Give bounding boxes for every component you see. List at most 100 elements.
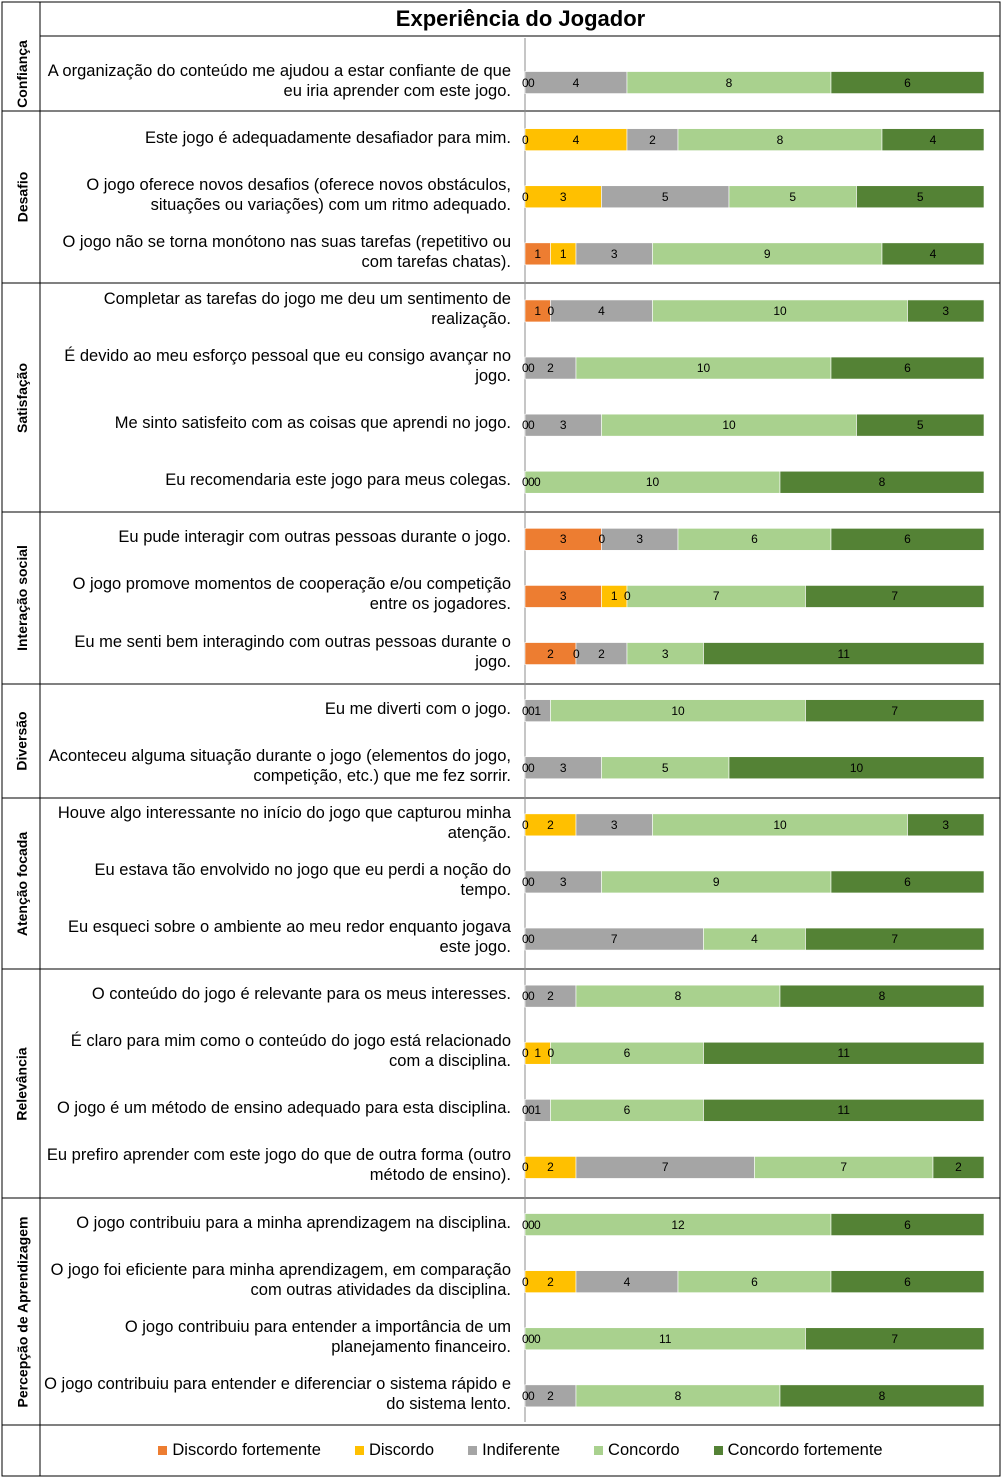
bar-segment (805, 927, 985, 951)
question-label: O jogo contribuiu para entender e difere… (44, 1374, 511, 1413)
data-label: 0 (528, 361, 535, 376)
data-label: 3 (559, 189, 567, 204)
data-label: 0 (522, 817, 529, 832)
data-label: 3 (942, 303, 950, 318)
data-label: 0 (534, 1331, 541, 1346)
data-label: 0 (522, 75, 529, 90)
data-label: 0 (528, 1331, 535, 1346)
data-label: 3 (559, 760, 567, 775)
bar-segment (779, 470, 985, 494)
data-label: 6 (623, 1046, 631, 1061)
data-label: 10 (722, 418, 736, 433)
data-label: 4 (751, 932, 758, 947)
legend-swatch (158, 1445, 168, 1455)
data-label: 7 (891, 589, 899, 604)
data-label: 11 (837, 1046, 850, 1061)
bar-segment (881, 128, 985, 151)
data-label: 5 (661, 189, 669, 204)
data-label: 10 (645, 475, 660, 490)
data-label: 0 (534, 1217, 541, 1232)
legend-item: Concordo fortemente (713, 1441, 883, 1460)
bar-segment (830, 1213, 985, 1236)
data-label: 0 (522, 703, 529, 718)
data-label: 0 (522, 932, 529, 947)
data-label: 8 (674, 989, 682, 1004)
category-label: Desafio (14, 171, 31, 223)
question-label: Eu esqueci sobre o ambiente ao meu redor… (67, 918, 511, 957)
category-label: Satisfação (14, 362, 31, 433)
question-label: O jogo não se torna monótono nas suas ta… (62, 232, 511, 271)
question-label: Eu me diverti com o jogo. (324, 699, 511, 718)
data-label: 6 (751, 1274, 758, 1289)
question-label: O jogo foi eficiente para minha aprendiz… (50, 1260, 511, 1299)
data-label: 7 (891, 1331, 899, 1346)
data-label: 0 (528, 703, 535, 718)
bar-segment (805, 1327, 985, 1351)
bar-segment (703, 1099, 985, 1122)
bar-segment (907, 299, 985, 323)
question-label: O jogo promove momentos de cooperação e/… (72, 575, 511, 614)
bar-segment (703, 642, 985, 665)
data-label: 0 (547, 303, 555, 318)
data-label: 4 (929, 132, 937, 147)
legend-swatch (594, 1445, 604, 1455)
bar-segment (805, 585, 985, 608)
data-label: 1 (534, 1103, 542, 1118)
category-label: Percepção de Aprendizagem (14, 1216, 31, 1407)
data-label: 3 (559, 418, 567, 433)
question-label: Eu prefiro aprender com este jogo do que… (46, 1146, 511, 1185)
data-label: 5 (789, 189, 797, 204)
question-label: É claro para mim como o conteúdo do jogo… (70, 1032, 511, 1071)
bar-segment (830, 356, 985, 380)
data-label: 7 (891, 932, 899, 947)
data-label: 7 (661, 1160, 669, 1175)
data-label: 11 (837, 1103, 850, 1118)
data-label: 0 (522, 760, 529, 775)
bar-segment (856, 185, 985, 209)
bar-segment (779, 1384, 985, 1408)
legend-label: Discordo fortemente (172, 1440, 321, 1459)
category-label: Diversão (14, 711, 30, 771)
data-label: 11 (837, 646, 850, 661)
data-label: 0 (522, 1388, 529, 1403)
question-label: Eu me senti bem interagindo com outras p… (74, 632, 511, 671)
data-label: 0 (522, 1046, 529, 1061)
legend-label: Indiferente (482, 1440, 561, 1459)
data-label: 0 (522, 1160, 529, 1175)
data-label: 0 (522, 132, 529, 147)
data-label: 0 (528, 1103, 535, 1118)
legend-swatch (468, 1445, 478, 1455)
category-label: Interação social (14, 545, 31, 651)
data-label: 0 (528, 1217, 535, 1232)
bar-segment (728, 756, 985, 780)
data-label: 0 (528, 475, 535, 490)
bar-segment (830, 870, 985, 894)
data-label: 2 (598, 646, 605, 661)
data-label: 1 (559, 246, 567, 261)
question-label: Eu recomendaria este jogo para meus cole… (165, 471, 511, 490)
bar-segment (830, 528, 985, 551)
data-label: 1 (534, 703, 542, 718)
data-label: 7 (712, 589, 720, 604)
data-label: 6 (904, 361, 911, 376)
question-label: Eu estava tão envolvido no jogo que eu p… (94, 860, 511, 899)
legend-label: Concordo (608, 1440, 680, 1459)
data-label: 2 (547, 1274, 554, 1289)
data-label: 1 (610, 589, 618, 604)
data-label: 7 (891, 703, 899, 718)
data-label: 8 (725, 75, 733, 90)
legend-swatch (713, 1445, 723, 1455)
question-label: Me sinto satisfeito com as coisas que ap… (114, 414, 511, 433)
bar-segment (830, 1270, 985, 1293)
data-label: 7 (610, 932, 618, 947)
data-label: 1 (534, 246, 542, 261)
category-label: Confiança (14, 39, 30, 108)
data-label: 6 (904, 1274, 911, 1289)
data-label: 0 (528, 932, 535, 947)
question-label: Houve algo interessante no início do jog… (57, 803, 511, 842)
bar-segment (779, 984, 985, 1008)
data-label: 10 (696, 361, 711, 376)
data-label: 4 (572, 75, 580, 90)
data-label: 6 (904, 532, 911, 547)
data-label: 0 (522, 1331, 529, 1346)
